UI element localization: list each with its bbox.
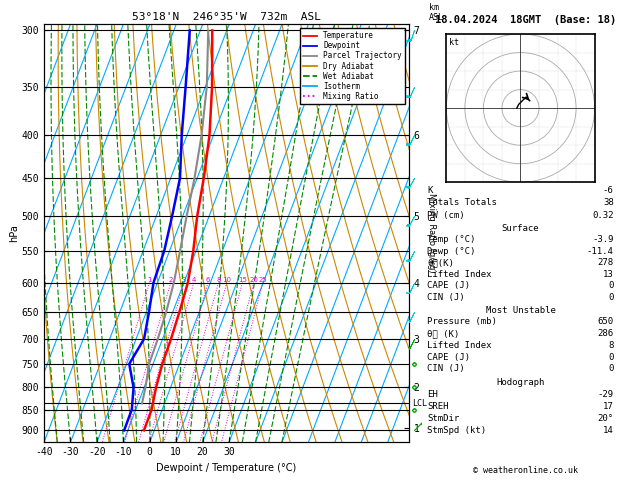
Text: Hodograph: Hodograph bbox=[496, 378, 545, 387]
Text: 1: 1 bbox=[147, 277, 152, 283]
Text: StmSpd (kt): StmSpd (kt) bbox=[427, 426, 486, 435]
X-axis label: Dewpoint / Temperature (°C): Dewpoint / Temperature (°C) bbox=[157, 463, 296, 473]
Text: 286: 286 bbox=[598, 329, 614, 338]
Text: EH: EH bbox=[427, 390, 438, 399]
Text: 8: 8 bbox=[216, 277, 221, 283]
Text: 25: 25 bbox=[259, 277, 267, 283]
Text: -11.4: -11.4 bbox=[587, 247, 614, 256]
Text: PW (cm): PW (cm) bbox=[427, 210, 465, 220]
Text: CIN (J): CIN (J) bbox=[427, 364, 465, 373]
Text: 0: 0 bbox=[608, 281, 614, 290]
Text: -29: -29 bbox=[598, 390, 614, 399]
Text: 18.04.2024  18GMT  (Base: 18): 18.04.2024 18GMT (Base: 18) bbox=[435, 15, 616, 25]
Text: θᴀ (K): θᴀ (K) bbox=[427, 329, 460, 338]
Text: 15: 15 bbox=[238, 277, 247, 283]
Text: Temp (°C): Temp (°C) bbox=[427, 235, 476, 244]
Text: K: K bbox=[427, 186, 433, 195]
Text: © weatheronline.co.uk: © weatheronline.co.uk bbox=[473, 466, 577, 475]
Text: km
ASL: km ASL bbox=[429, 3, 444, 22]
Text: 38: 38 bbox=[603, 198, 614, 208]
Text: 14: 14 bbox=[603, 426, 614, 435]
Text: Pressure (mb): Pressure (mb) bbox=[427, 317, 498, 327]
Text: StmDir: StmDir bbox=[427, 414, 460, 423]
Text: SREH: SREH bbox=[427, 402, 449, 411]
Text: 0: 0 bbox=[608, 352, 614, 362]
Text: 17: 17 bbox=[603, 402, 614, 411]
Text: 10: 10 bbox=[222, 277, 231, 283]
Text: 0: 0 bbox=[608, 364, 614, 373]
Text: kt: kt bbox=[449, 38, 459, 48]
Text: 13: 13 bbox=[603, 270, 614, 278]
Text: CAPE (J): CAPE (J) bbox=[427, 281, 470, 290]
Title: 53°18'N  246°35'W  732m  ASL: 53°18'N 246°35'W 732m ASL bbox=[132, 12, 321, 22]
Text: 3: 3 bbox=[182, 277, 186, 283]
Text: 6: 6 bbox=[206, 277, 210, 283]
Text: 278: 278 bbox=[598, 258, 614, 267]
Text: CIN (J): CIN (J) bbox=[427, 293, 465, 301]
Text: 20°: 20° bbox=[598, 414, 614, 423]
Text: Totals Totals: Totals Totals bbox=[427, 198, 498, 208]
Text: 2: 2 bbox=[169, 277, 173, 283]
Text: Dewp (°C): Dewp (°C) bbox=[427, 247, 476, 256]
Text: Most Unstable: Most Unstable bbox=[486, 306, 555, 314]
Text: 650: 650 bbox=[598, 317, 614, 327]
Y-axis label: hPa: hPa bbox=[9, 225, 19, 242]
Legend: Temperature, Dewpoint, Parcel Trajectory, Dry Adiabat, Wet Adiabat, Isotherm, Mi: Temperature, Dewpoint, Parcel Trajectory… bbox=[301, 28, 405, 104]
Text: Lifted Index: Lifted Index bbox=[427, 270, 492, 278]
Y-axis label: Mixing Ratio (g/kg): Mixing Ratio (g/kg) bbox=[427, 193, 437, 273]
Text: CAPE (J): CAPE (J) bbox=[427, 352, 470, 362]
Text: θᴀ(K): θᴀ(K) bbox=[427, 258, 454, 267]
Text: Lifted Index: Lifted Index bbox=[427, 341, 492, 350]
Text: 20: 20 bbox=[249, 277, 259, 283]
Text: 4: 4 bbox=[192, 277, 196, 283]
Text: -6: -6 bbox=[603, 186, 614, 195]
Text: 0: 0 bbox=[608, 293, 614, 301]
Text: Surface: Surface bbox=[502, 224, 539, 233]
Text: LCL: LCL bbox=[413, 399, 428, 408]
Text: 0.32: 0.32 bbox=[592, 210, 614, 220]
Text: -3.9: -3.9 bbox=[592, 235, 614, 244]
Text: 8: 8 bbox=[608, 341, 614, 350]
